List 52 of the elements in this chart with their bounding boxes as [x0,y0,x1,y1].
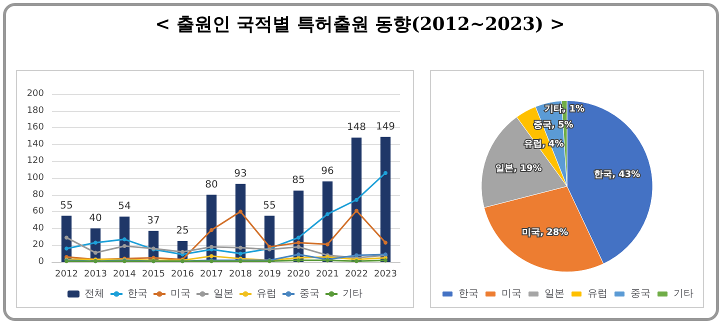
y-tick-label: 200 [26,89,44,99]
x-tick-label: 2021 [316,270,339,280]
y-tick-label: 20 [32,240,44,250]
legend-label: 유럽 [588,288,608,300]
y-tick-label: 60 [32,206,44,217]
legend-label: 일본 [214,288,234,300]
data-label: 54 [118,201,131,212]
data-label: 85 [292,175,305,186]
x-tick-label: 2012 [55,270,78,280]
y-tick-label: 160 [26,122,44,133]
chart-title: < 출원인 국적별 특허출원 동향(2012~2023) > [154,13,566,36]
legend-label: 중국 [300,288,320,300]
legend-label: 한국 [458,288,478,300]
y-tick-label: 0 [38,257,44,267]
data-label: 25 [176,226,189,236]
x-tick-label: 2015 [142,270,165,280]
x-tick-label: 2016 [171,270,194,280]
legend-label: 미국 [170,288,190,300]
legend-label: 기타 [674,288,694,300]
data-label: 149 [376,121,396,132]
data-label: 37 [147,215,160,226]
x-tick-label: 2019 [258,270,282,280]
legend-label: 기타 [342,288,362,300]
data-label: 미국, 28% [522,228,568,238]
data-label: 55 [263,200,276,212]
y-tick-label: 40 [32,223,44,234]
legend-label: 전체 [84,288,104,300]
x-tick-label: 2022 [345,270,368,280]
data-label: 55 [60,200,73,212]
data-label: 일본, 19% [496,164,542,174]
y-tick-label: 120 [26,156,44,166]
x-tick-label: 2023 [374,270,397,280]
x-tick-label: 2020 [287,270,310,280]
x-tick-label: 2017 [200,270,223,280]
legend-label: 일본 [544,288,564,300]
data-label: 80 [205,179,218,190]
data-label: 148 [346,122,366,134]
x-tick-label: 2018 [229,270,252,280]
data-label: 한국, 43% [594,170,640,180]
y-tick-label: 180 [26,106,44,116]
x-tick-label: 2013 [84,270,107,280]
y-tick-label: 100 [26,173,44,183]
data-label: 96 [321,166,334,177]
data-label: 40 [89,212,102,224]
y-tick-label: 80 [32,190,44,200]
y-tick-label: 140 [26,139,44,150]
legend-label: 한국 [128,288,148,300]
legend-label: 미국 [502,288,522,300]
data-label: 93 [234,168,247,180]
x-tick-label: 2014 [113,270,136,280]
legend-label: 유럽 [256,288,276,300]
legend-label: 중국 [630,288,650,300]
